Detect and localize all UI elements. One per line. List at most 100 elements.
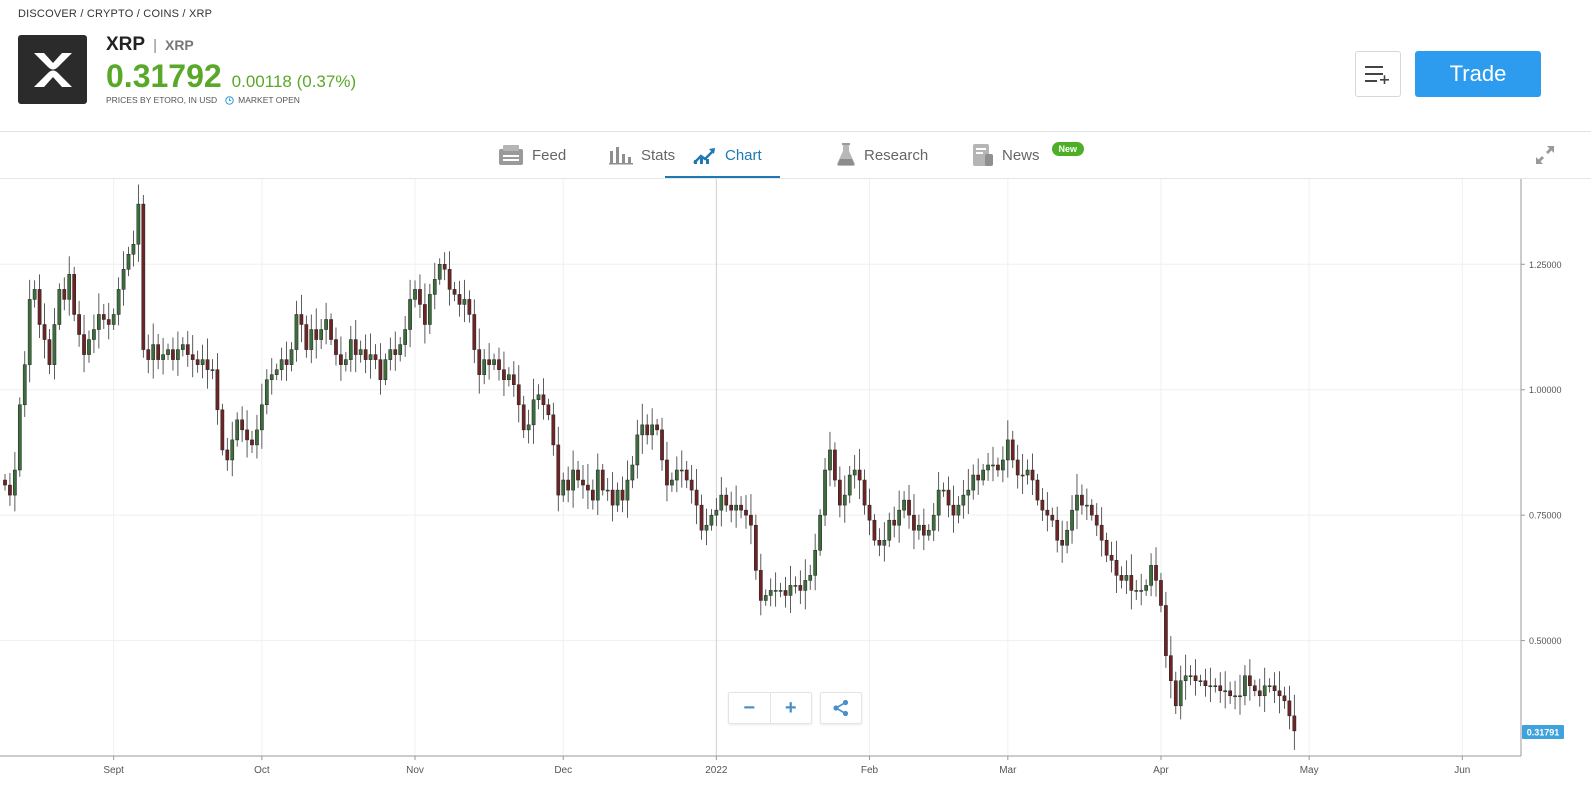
candle-body [951,504,956,516]
zoom-out-button[interactable]: − [729,693,771,723]
candle-body [645,424,650,436]
candle-body [279,359,284,370]
candle-body [941,489,946,492]
candle-body [689,479,694,491]
candle-body [521,404,526,431]
candle-body [566,479,571,491]
candle-body [156,344,160,360]
x-tick-label: Nov [406,765,424,776]
candle-body [1030,469,1035,481]
candle-body [1164,605,1168,656]
candle-body [462,299,467,305]
candle-body [571,469,575,491]
breadcrumb-coins[interactable]: COINS [143,8,180,20]
breadcrumb-crypto[interactable]: CRYPTO [86,8,134,20]
candle-body [304,324,309,350]
tab-chart[interactable]: Chart [665,132,780,178]
title-separator: | [153,37,157,54]
candle-body [487,359,491,365]
candle-body [586,484,590,491]
candle-body [1203,680,1208,687]
candle-body [210,369,215,371]
tab-stats[interactable]: Stats [609,132,675,178]
candle-body [442,264,447,270]
current-price-label: 0.31791 [1527,727,1560,737]
share-chart-button[interactable] [820,692,862,724]
trade-button[interactable]: Trade [1415,51,1541,97]
price-source: PRICES BY ETORO, IN USD [106,95,218,105]
breadcrumb-discover[interactable]: DISCOVER [18,8,78,20]
y-tick-label: 1.00000 [1529,385,1562,395]
candle-body [1282,695,1287,702]
expand-chart-button[interactable] [1534,144,1556,166]
candle-body [383,359,388,380]
candle-body [808,575,813,581]
tab-news[interactable]: News New [972,132,1085,178]
candle-body [245,429,249,441]
candle-body [1025,469,1030,476]
news-icon [973,144,993,166]
candle-body [912,514,916,531]
candle-body [42,324,47,340]
candle-body [176,349,180,360]
candle-body [551,414,556,446]
candle-body [17,404,22,471]
candle-body [714,509,719,516]
candle-body [655,424,659,431]
candle-body [793,585,798,587]
add-to-watchlist-button[interactable] [1355,51,1401,97]
y-tick-label: 0.75000 [1529,511,1562,521]
candle-body [650,424,654,436]
candle-body [1001,459,1005,471]
candle-body [314,329,319,340]
x-tick-label: Oct [254,765,270,776]
candle-body [205,359,210,370]
candle-body [8,484,12,496]
candle-body [546,404,551,416]
zoom-in-button[interactable]: + [784,696,797,719]
candle-body [813,550,818,576]
candle-body [284,359,289,365]
candle-body [334,339,338,355]
candle-body [1193,675,1198,681]
x-tick-label: Mar [999,765,1017,776]
new-badge: New [1051,142,1085,156]
candle-body [734,504,738,511]
candle-body [67,274,72,300]
tab-research[interactable]: Research [836,132,928,178]
candle-body [1154,565,1158,581]
x-tick-label: Apr [1153,765,1169,776]
candle-body [966,489,971,496]
candle-body [1168,655,1173,681]
candle-body [1114,560,1119,576]
tab-feed[interactable]: Feed [498,132,566,178]
candle-body [1104,540,1109,556]
candle-body [976,474,981,481]
candle-body [931,514,936,531]
candle-body [437,264,442,280]
candle-body [13,469,17,496]
candle-body [541,394,546,406]
candle-body [398,344,403,355]
candle-body [595,469,600,501]
candle-body [877,540,882,546]
candle-body [704,524,709,531]
candle-body [388,349,393,360]
candle-body [274,369,279,375]
candle-body [833,449,837,481]
instrument-name: XRP [106,34,146,55]
candle-body [452,289,457,295]
candle-body [240,419,244,431]
candle-body [887,519,892,541]
candle-body [897,509,901,526]
candle-body [507,374,511,380]
candle-body [1134,590,1139,592]
candle-body [97,314,101,330]
candle-body [255,429,259,446]
candle-body [778,590,783,592]
price-chart[interactable]: 1.25000 1.00000 0.75000 0.50000 Sept Oct Nov De… [0,179,1591,799]
candle-body [477,349,482,375]
candle-body [136,203,141,245]
candle-body [200,359,205,365]
candle-body [1292,715,1297,732]
